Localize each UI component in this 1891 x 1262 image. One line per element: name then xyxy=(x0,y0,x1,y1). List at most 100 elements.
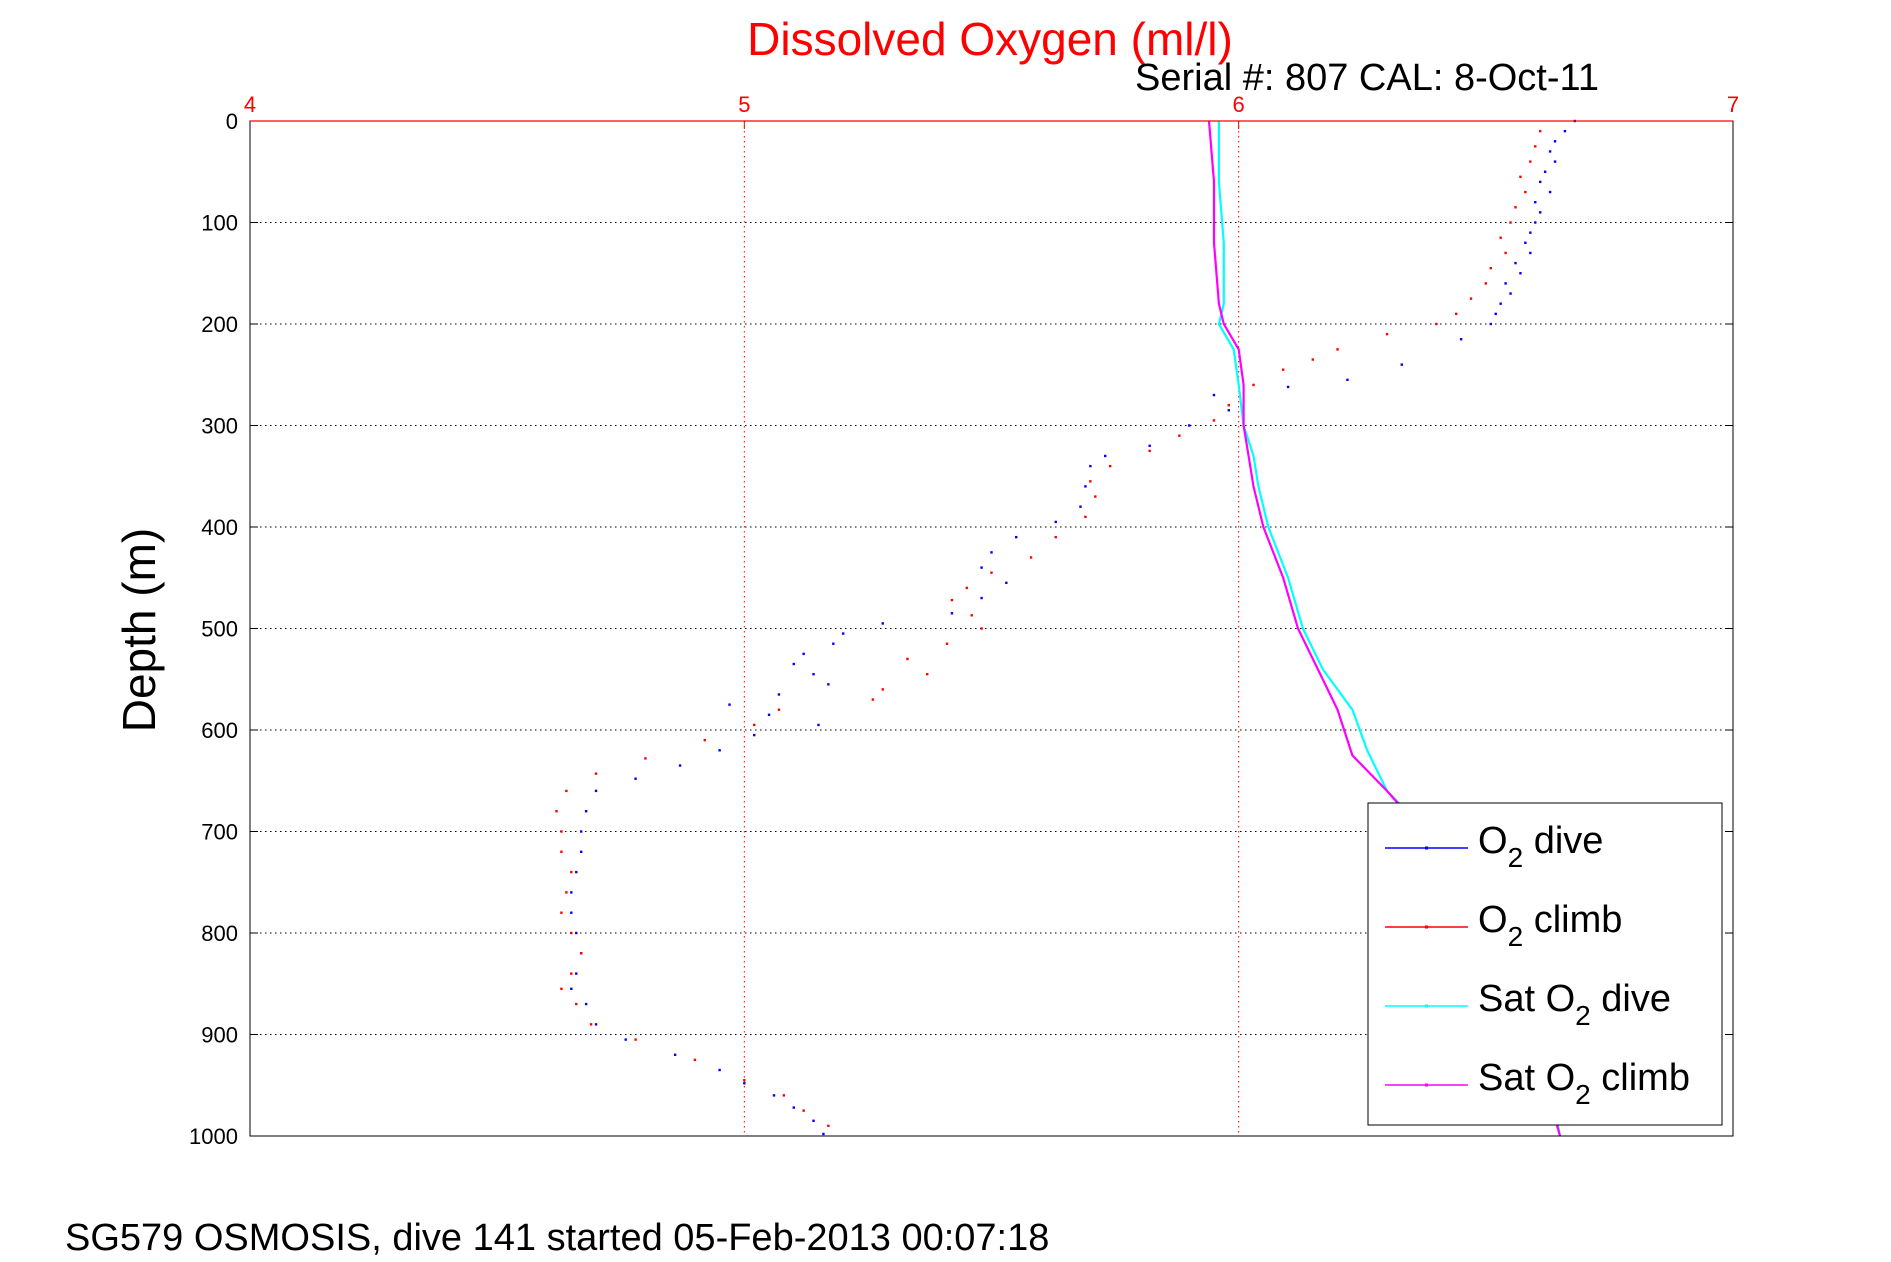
data-point xyxy=(792,662,795,666)
legend-entry: Sat O2 dive xyxy=(1385,978,1671,1031)
data-point xyxy=(1311,358,1315,361)
data-point xyxy=(1148,449,1151,453)
data-point xyxy=(881,622,884,625)
data-point xyxy=(1089,464,1092,468)
data-point xyxy=(555,810,558,813)
legend-label: Sat O2 dive xyxy=(1478,978,1671,1031)
data-point xyxy=(881,688,884,691)
legend-entry: O2 climb xyxy=(1385,899,1622,952)
data-point xyxy=(1529,231,1532,234)
y-axis-label: Depth (m) xyxy=(113,528,165,732)
data-point xyxy=(1084,485,1087,488)
data-point xyxy=(772,1094,776,1097)
data-point xyxy=(644,757,647,760)
y-tick-label: 600 xyxy=(201,718,238,743)
data-point xyxy=(802,652,805,656)
data-point xyxy=(1494,312,1497,316)
data-point xyxy=(1459,338,1463,341)
data-point xyxy=(753,723,756,727)
data-point xyxy=(1489,322,1492,326)
data-point xyxy=(594,789,598,793)
data-point xyxy=(570,931,573,935)
data-point xyxy=(1553,160,1557,163)
data-point xyxy=(1539,180,1542,184)
data-point xyxy=(1400,363,1403,366)
data-point xyxy=(812,1119,815,1122)
legend-entry: Sat O2 climb xyxy=(1385,1057,1690,1110)
data-point xyxy=(1079,505,1082,508)
data-point xyxy=(570,870,573,874)
data-point xyxy=(678,764,682,767)
data-point xyxy=(575,931,578,935)
data-point xyxy=(584,1002,588,1006)
data-point xyxy=(777,708,781,711)
data-point xyxy=(560,911,563,914)
data-point xyxy=(1094,495,1097,498)
series-0 xyxy=(570,119,1577,1136)
data-point xyxy=(792,1106,795,1109)
x-tick-label: 5 xyxy=(738,92,750,117)
data-point xyxy=(980,566,983,569)
y-tick-label: 500 xyxy=(201,617,238,642)
data-point xyxy=(1563,129,1567,133)
data-point xyxy=(718,1068,721,1072)
data-point xyxy=(1454,312,1458,316)
data-point xyxy=(570,972,573,975)
legend: O2 dive O2 climb Sat O2 dive Sat O2 climb xyxy=(1367,802,1723,1126)
data-point xyxy=(980,627,983,630)
data-point xyxy=(926,672,929,676)
data-point xyxy=(827,683,830,686)
data-point xyxy=(950,598,954,602)
data-point xyxy=(570,911,573,914)
data-point xyxy=(1015,535,1018,539)
tick-labels: 0 100 200 300 400 500 600 700 800 900 1000 4 5 6 7 xyxy=(189,92,1739,1149)
legend-marker xyxy=(1425,846,1428,850)
data-point xyxy=(812,672,815,676)
data-point xyxy=(970,614,973,617)
data-point xyxy=(965,586,968,590)
data-point xyxy=(1534,145,1537,148)
footer-caption: SG579 OSMOSIS, dive 141 started 05-Feb-2… xyxy=(65,1217,1049,1259)
data-point xyxy=(634,777,637,780)
data-point xyxy=(1227,409,1230,412)
series-1 xyxy=(555,129,1542,1128)
data-point xyxy=(1543,170,1547,173)
data-point xyxy=(634,1038,637,1041)
legend-label: O2 climb xyxy=(1478,899,1622,952)
data-point xyxy=(871,698,875,701)
data-point xyxy=(1514,261,1517,265)
data-point xyxy=(990,571,993,574)
data-point xyxy=(565,789,568,793)
legend-marker xyxy=(1425,1004,1428,1008)
data-point xyxy=(1548,150,1552,153)
y-tick-label: 700 xyxy=(201,820,238,845)
data-point xyxy=(1054,520,1057,524)
data-point xyxy=(1504,251,1507,255)
data-point xyxy=(575,870,578,874)
data-point xyxy=(1346,378,1349,382)
data-point xyxy=(832,642,835,645)
data-point xyxy=(1252,383,1255,387)
data-point xyxy=(1534,201,1537,204)
data-point xyxy=(767,713,771,716)
data-point xyxy=(743,1082,746,1085)
x-tick-label: 7 xyxy=(1727,92,1739,117)
data-point xyxy=(1524,190,1527,194)
data-point xyxy=(584,810,588,813)
data-point xyxy=(1499,302,1502,305)
data-point xyxy=(575,1002,578,1006)
data-point xyxy=(565,891,568,894)
data-point xyxy=(580,850,583,853)
data-point xyxy=(1509,292,1512,295)
data-point xyxy=(1469,297,1473,300)
data-point xyxy=(1524,241,1527,244)
data-point xyxy=(1089,480,1092,483)
data-point xyxy=(842,632,845,635)
data-point xyxy=(575,972,578,975)
x-tick-label: 4 xyxy=(244,92,256,117)
y-tick-label: 800 xyxy=(201,921,238,946)
data-point xyxy=(990,551,993,554)
data-point xyxy=(1029,556,1033,559)
data-point xyxy=(580,952,583,955)
y-tick-label: 300 xyxy=(201,414,238,439)
